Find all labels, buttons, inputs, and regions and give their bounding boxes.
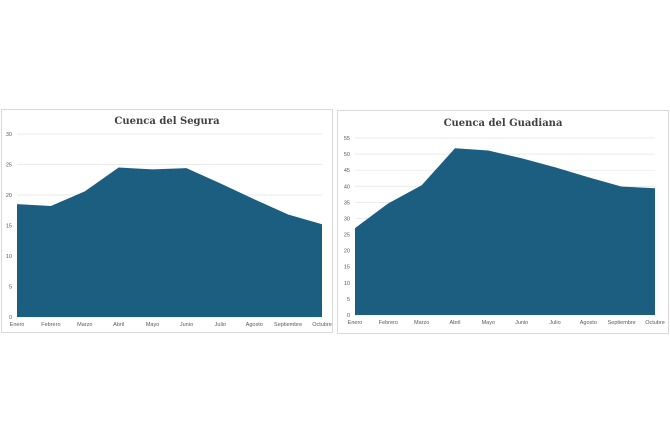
area-series (355, 148, 655, 315)
y-tick-label: 15 (6, 224, 12, 230)
area-chart-segura: 0 5 10 15 20 25 30 Enero Febrero Marzo Abril Mayo Ju… (6, 132, 332, 328)
y-tick-label: 10 (6, 254, 12, 260)
chart-guadiana: Cuenca del Guadiana 0 5 10 15 20 25 30 35 40 45 50… (337, 110, 669, 334)
x-tick-label: Marzo (77, 322, 92, 328)
y-tick-label: 35 (344, 200, 350, 206)
y-tick-label: 30 (6, 132, 12, 138)
y-tick-label: 0 (9, 315, 12, 321)
x-tick-label: Agosto (246, 322, 263, 328)
x-tick-label: Abril (449, 320, 460, 326)
y-tick-label: 30 (344, 216, 350, 222)
y-tick-label: 25 (6, 163, 12, 169)
x-tick-label: Junio (180, 322, 193, 328)
chart-title: Cuenca del Guadiana (443, 118, 563, 129)
y-tick-label: 20 (6, 193, 12, 199)
y-tick-label: 50 (344, 152, 350, 158)
y-tick-label: 5 (9, 285, 12, 291)
y-tick-label: 55 (344, 136, 350, 142)
x-tick-label: Septiembre (608, 320, 636, 326)
y-tick-label: 0 (347, 313, 350, 319)
x-tick-label: Julio (215, 322, 226, 328)
x-tick-label: Septiembre (274, 322, 302, 328)
x-tick-label: Junio (515, 320, 528, 326)
x-tick-label: Febrero (379, 320, 398, 326)
y-tick-label: 25 (344, 233, 350, 239)
y-tick-label: 20 (344, 249, 350, 255)
y-tick-label: 40 (344, 184, 350, 190)
x-tick-label: Febrero (41, 322, 60, 328)
x-tick-label: Julio (549, 320, 560, 326)
x-tick-label: Octubre (645, 320, 665, 326)
x-tick-label: Agosto (580, 320, 597, 326)
x-tick-label: Enero (348, 320, 363, 326)
x-tick-label: Abril (113, 322, 124, 328)
x-tick-label: Mayo (482, 320, 495, 326)
y-tick-label: 10 (344, 281, 350, 287)
x-tick-label: Octubre (312, 322, 332, 328)
y-tick-label: 15 (344, 265, 350, 271)
area-series (17, 167, 322, 317)
x-tick-label: Marzo (414, 320, 429, 326)
chart-segura: Cuenca del Segura 0 5 10 15 20 25 30 Enero Febre… (1, 109, 333, 333)
x-tick-label: Enero (10, 322, 25, 328)
y-tick-label: 5 (347, 297, 350, 303)
x-tick-label: Mayo (146, 322, 159, 328)
area-chart-guadiana: 0 5 10 15 20 25 30 35 40 45 50 55 Enero Febrero Marzo A… (344, 136, 665, 326)
y-tick-label: 45 (344, 168, 350, 174)
chart-title: Cuenca del Segura (114, 116, 220, 127)
